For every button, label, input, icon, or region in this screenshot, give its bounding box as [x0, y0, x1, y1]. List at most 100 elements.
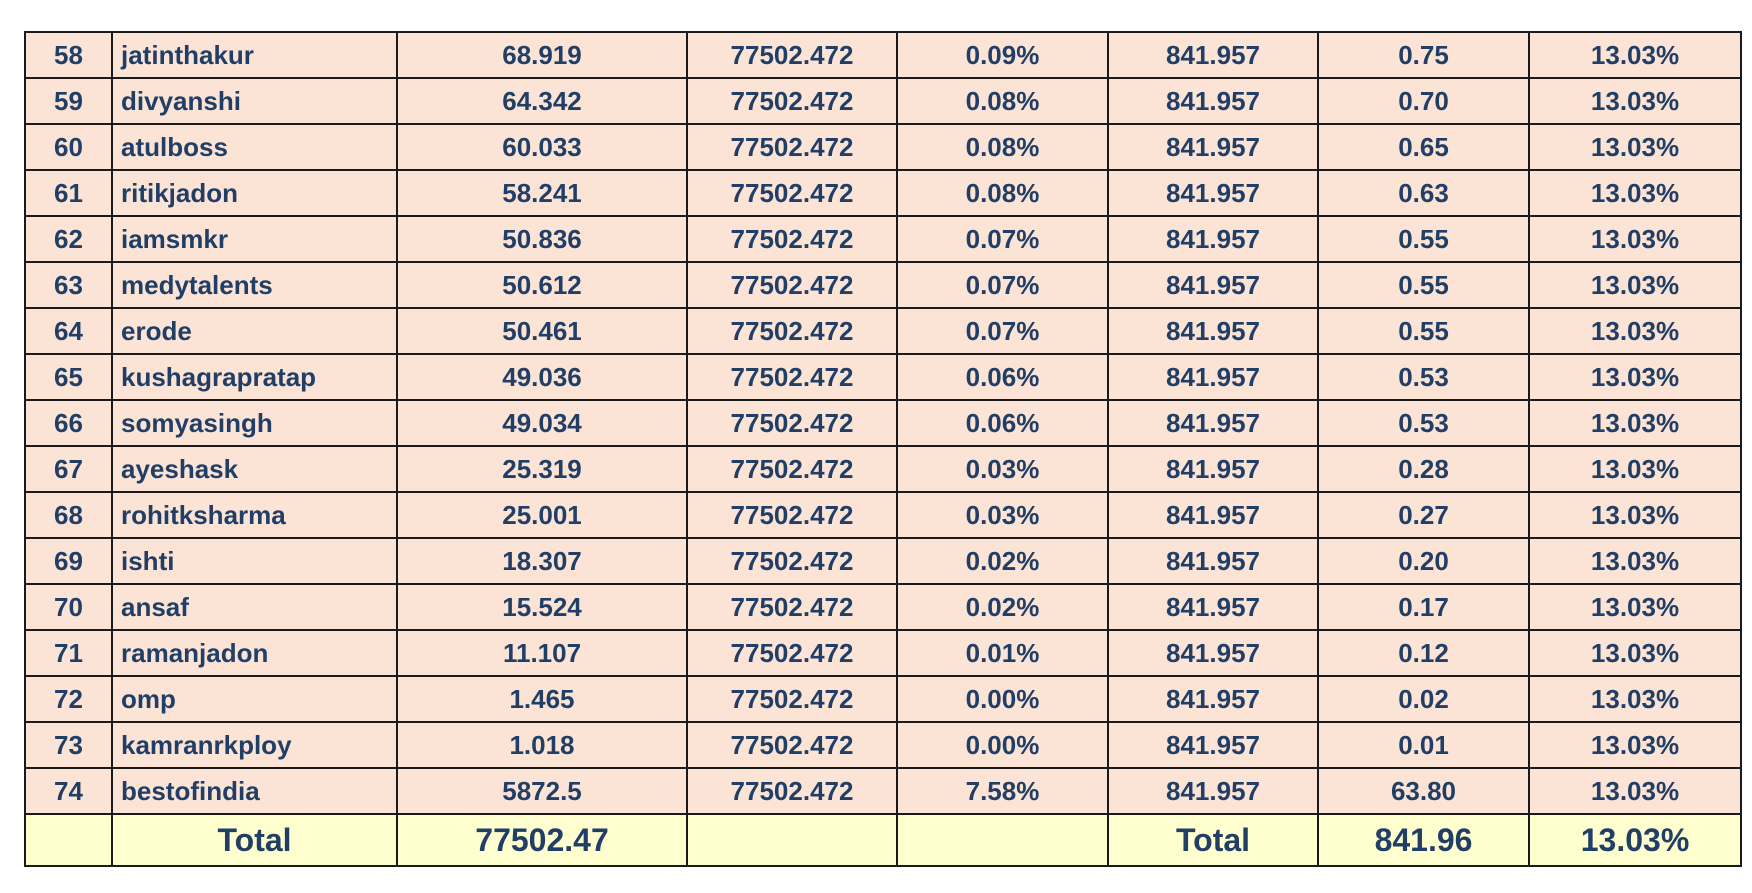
table-row: 62 iamsmkr 50.836 77502.472 0.07% 841.957 0.55…: [24, 215, 1742, 263]
table-row: 64 erode 50.461 77502.472 0.07% 841.957 0.55 13…: [24, 307, 1742, 355]
total-cell: 77502.472: [686, 583, 898, 631]
pool-cell: 841.957: [1107, 399, 1319, 447]
total-cell: 77502.472: [686, 537, 898, 585]
pool-cell: 841.957: [1107, 31, 1319, 79]
reward-cell: 0.70: [1317, 77, 1530, 125]
rank-cell: 68: [24, 491, 113, 539]
share-cell: 0.00%: [896, 675, 1109, 723]
name-cell: ayeshask: [111, 445, 398, 493]
rate-cell: 13.03%: [1528, 399, 1742, 447]
reward-cell: 0.55: [1317, 261, 1530, 309]
value-cell: 15.524: [396, 583, 688, 631]
table-row: 61 ritikjadon 58.241 77502.472 0.08% 841.957 0…: [24, 169, 1742, 217]
rate-cell: 13.03%: [1528, 307, 1742, 355]
name-cell: bestofindia: [111, 767, 398, 815]
rank-cell: 65: [24, 353, 113, 401]
name-cell: rohitksharma: [111, 491, 398, 539]
pool-cell: 841.957: [1107, 353, 1319, 401]
name-cell: kushagrapratap: [111, 353, 398, 401]
rate-cell: 13.03%: [1528, 491, 1742, 539]
total-cell: 77502.472: [686, 491, 898, 539]
rank-cell: 64: [24, 307, 113, 355]
rate-cell: 13.03%: [1528, 721, 1742, 769]
table-row: 72 omp 1.465 77502.472 0.00% 841.957 0.02 13.03…: [24, 675, 1742, 723]
reward-cell: 0.65: [1317, 123, 1530, 171]
rank-cell: 61: [24, 169, 113, 217]
total-cell: 77502.472: [686, 31, 898, 79]
name-cell: somyasingh: [111, 399, 398, 447]
reward-cell: 0.28: [1317, 445, 1530, 493]
rank-cell: 74: [24, 767, 113, 815]
share-cell: 0.08%: [896, 77, 1109, 125]
name-cell: omp: [111, 675, 398, 723]
share-cell: 0.03%: [896, 445, 1109, 493]
pool-cell: 841.957: [1107, 767, 1319, 815]
table-row: 59 divyanshi 64.342 77502.472 0.08% 841.957 0.…: [24, 77, 1742, 125]
rate-cell: 13.03%: [1528, 215, 1742, 263]
value-cell: 50.836: [396, 215, 688, 263]
pool-cell: 841.957: [1107, 721, 1319, 769]
table-row: 68 rohitksharma 25.001 77502.472 0.03% 841.95…: [24, 491, 1742, 539]
total-cell: 77502.472: [686, 169, 898, 217]
share-cell: 0.00%: [896, 721, 1109, 769]
rate-cell: 13.03%: [1528, 123, 1742, 171]
reward-cell: 0.27: [1317, 491, 1530, 539]
reward-cell: 0.53: [1317, 399, 1530, 447]
table-row: 67 ayeshask 25.319 77502.472 0.03% 841.957 0.2…: [24, 445, 1742, 493]
rank-cell: 62: [24, 215, 113, 263]
rank-cell: 66: [24, 399, 113, 447]
rate-cell: 13.03%: [1528, 583, 1742, 631]
pool-cell: 841.957: [1107, 215, 1319, 263]
rate-cell: 13.03%: [1528, 629, 1742, 677]
table-row: 70 ansaf 15.524 77502.472 0.02% 841.957 0.17 13…: [24, 583, 1742, 631]
total-rate-cell: 13.03%: [1528, 813, 1742, 867]
share-cell: 7.58%: [896, 767, 1109, 815]
rate-cell: 13.03%: [1528, 537, 1742, 585]
value-cell: 25.001: [396, 491, 688, 539]
rank-cell: 58: [24, 31, 113, 79]
name-cell: kamranrkploy: [111, 721, 398, 769]
table-row: 73 kamranrkploy 1.018 77502.472 0.00% 841.957…: [24, 721, 1742, 769]
rank-cell: 70: [24, 583, 113, 631]
pool-cell: 841.957: [1107, 169, 1319, 217]
name-cell: divyanshi: [111, 77, 398, 125]
total-label-left: Total: [111, 813, 398, 867]
name-cell: ritikjadon: [111, 169, 398, 217]
table-row: 74 bestofindia 5872.5 77502.472 7.58% 841.957…: [24, 767, 1742, 815]
value-cell: 64.342: [396, 77, 688, 125]
name-cell: ansaf: [111, 583, 398, 631]
name-cell: ramanjadon: [111, 629, 398, 677]
value-cell: 58.241: [396, 169, 688, 217]
reward-cell: 0.55: [1317, 215, 1530, 263]
pool-cell: 841.957: [1107, 123, 1319, 171]
reward-cell: 0.02: [1317, 675, 1530, 723]
total-cell: 77502.472: [686, 307, 898, 355]
table-row: 60 atulboss 60.033 77502.472 0.08% 841.957 0.6…: [24, 123, 1742, 171]
name-cell: atulboss: [111, 123, 398, 171]
share-cell: 0.07%: [896, 215, 1109, 263]
pool-cell: 841.957: [1107, 445, 1319, 493]
pool-cell: 841.957: [1107, 583, 1319, 631]
total-empty-cell: [686, 813, 898, 867]
value-cell: 1.465: [396, 675, 688, 723]
share-cell: 0.02%: [896, 537, 1109, 585]
rank-cell: 59: [24, 77, 113, 125]
share-cell: 0.07%: [896, 307, 1109, 355]
rate-cell: 13.03%: [1528, 169, 1742, 217]
total-cell: 77502.472: [686, 721, 898, 769]
table-row: 66 somyasingh 49.034 77502.472 0.06% 841.957 0…: [24, 399, 1742, 447]
distribution-table: 58 jatinthakur 68.919 77502.472 0.09% 841.957…: [24, 31, 1742, 867]
total-cell: 77502.472: [686, 399, 898, 447]
value-cell: 50.612: [396, 261, 688, 309]
share-cell: 0.03%: [896, 491, 1109, 539]
total-label-right: Total: [1107, 813, 1319, 867]
rate-cell: 13.03%: [1528, 767, 1742, 815]
pool-cell: 841.957: [1107, 537, 1319, 585]
share-cell: 0.08%: [896, 123, 1109, 171]
share-cell: 0.06%: [896, 353, 1109, 401]
total-row: Total 77502.47 Total 841.96 13.03%: [24, 813, 1742, 867]
pool-cell: 841.957: [1107, 77, 1319, 125]
rank-cell: 72: [24, 675, 113, 723]
name-cell: medytalents: [111, 261, 398, 309]
value-cell: 5872.5: [396, 767, 688, 815]
